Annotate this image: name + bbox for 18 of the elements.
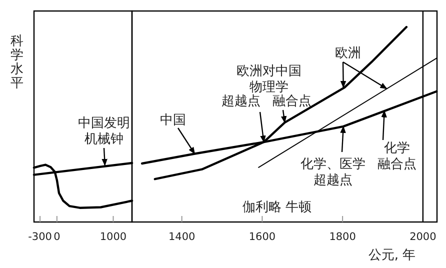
- annotation: 化学、医学超越点: [300, 157, 366, 188]
- annotation: 伽利略 牛顿: [242, 200, 312, 215]
- annotation: 融合点: [272, 94, 312, 109]
- y-axis-title: 科学水平: [10, 34, 24, 91]
- x-tick-label: 1400: [168, 231, 196, 243]
- x-tick-label: 1600: [248, 231, 276, 243]
- annotation: 化学融合点: [378, 141, 416, 172]
- annotation: 中国: [160, 113, 186, 128]
- x-tick-label: 1000: [100, 231, 127, 243]
- annotation: 欧洲对中国物理学: [236, 64, 302, 95]
- x-tick-label: 0: [54, 231, 60, 243]
- x-tick-label: -300: [28, 231, 52, 243]
- x-tick-label: 1800: [329, 231, 356, 243]
- annotation: 中国发明机械钟: [78, 116, 130, 147]
- annotation: 欧洲: [335, 46, 361, 61]
- annotation: 超越点: [222, 94, 260, 109]
- x-axis-title: 公元, 年: [368, 248, 416, 263]
- x-tick-label: 2000: [410, 231, 436, 243]
